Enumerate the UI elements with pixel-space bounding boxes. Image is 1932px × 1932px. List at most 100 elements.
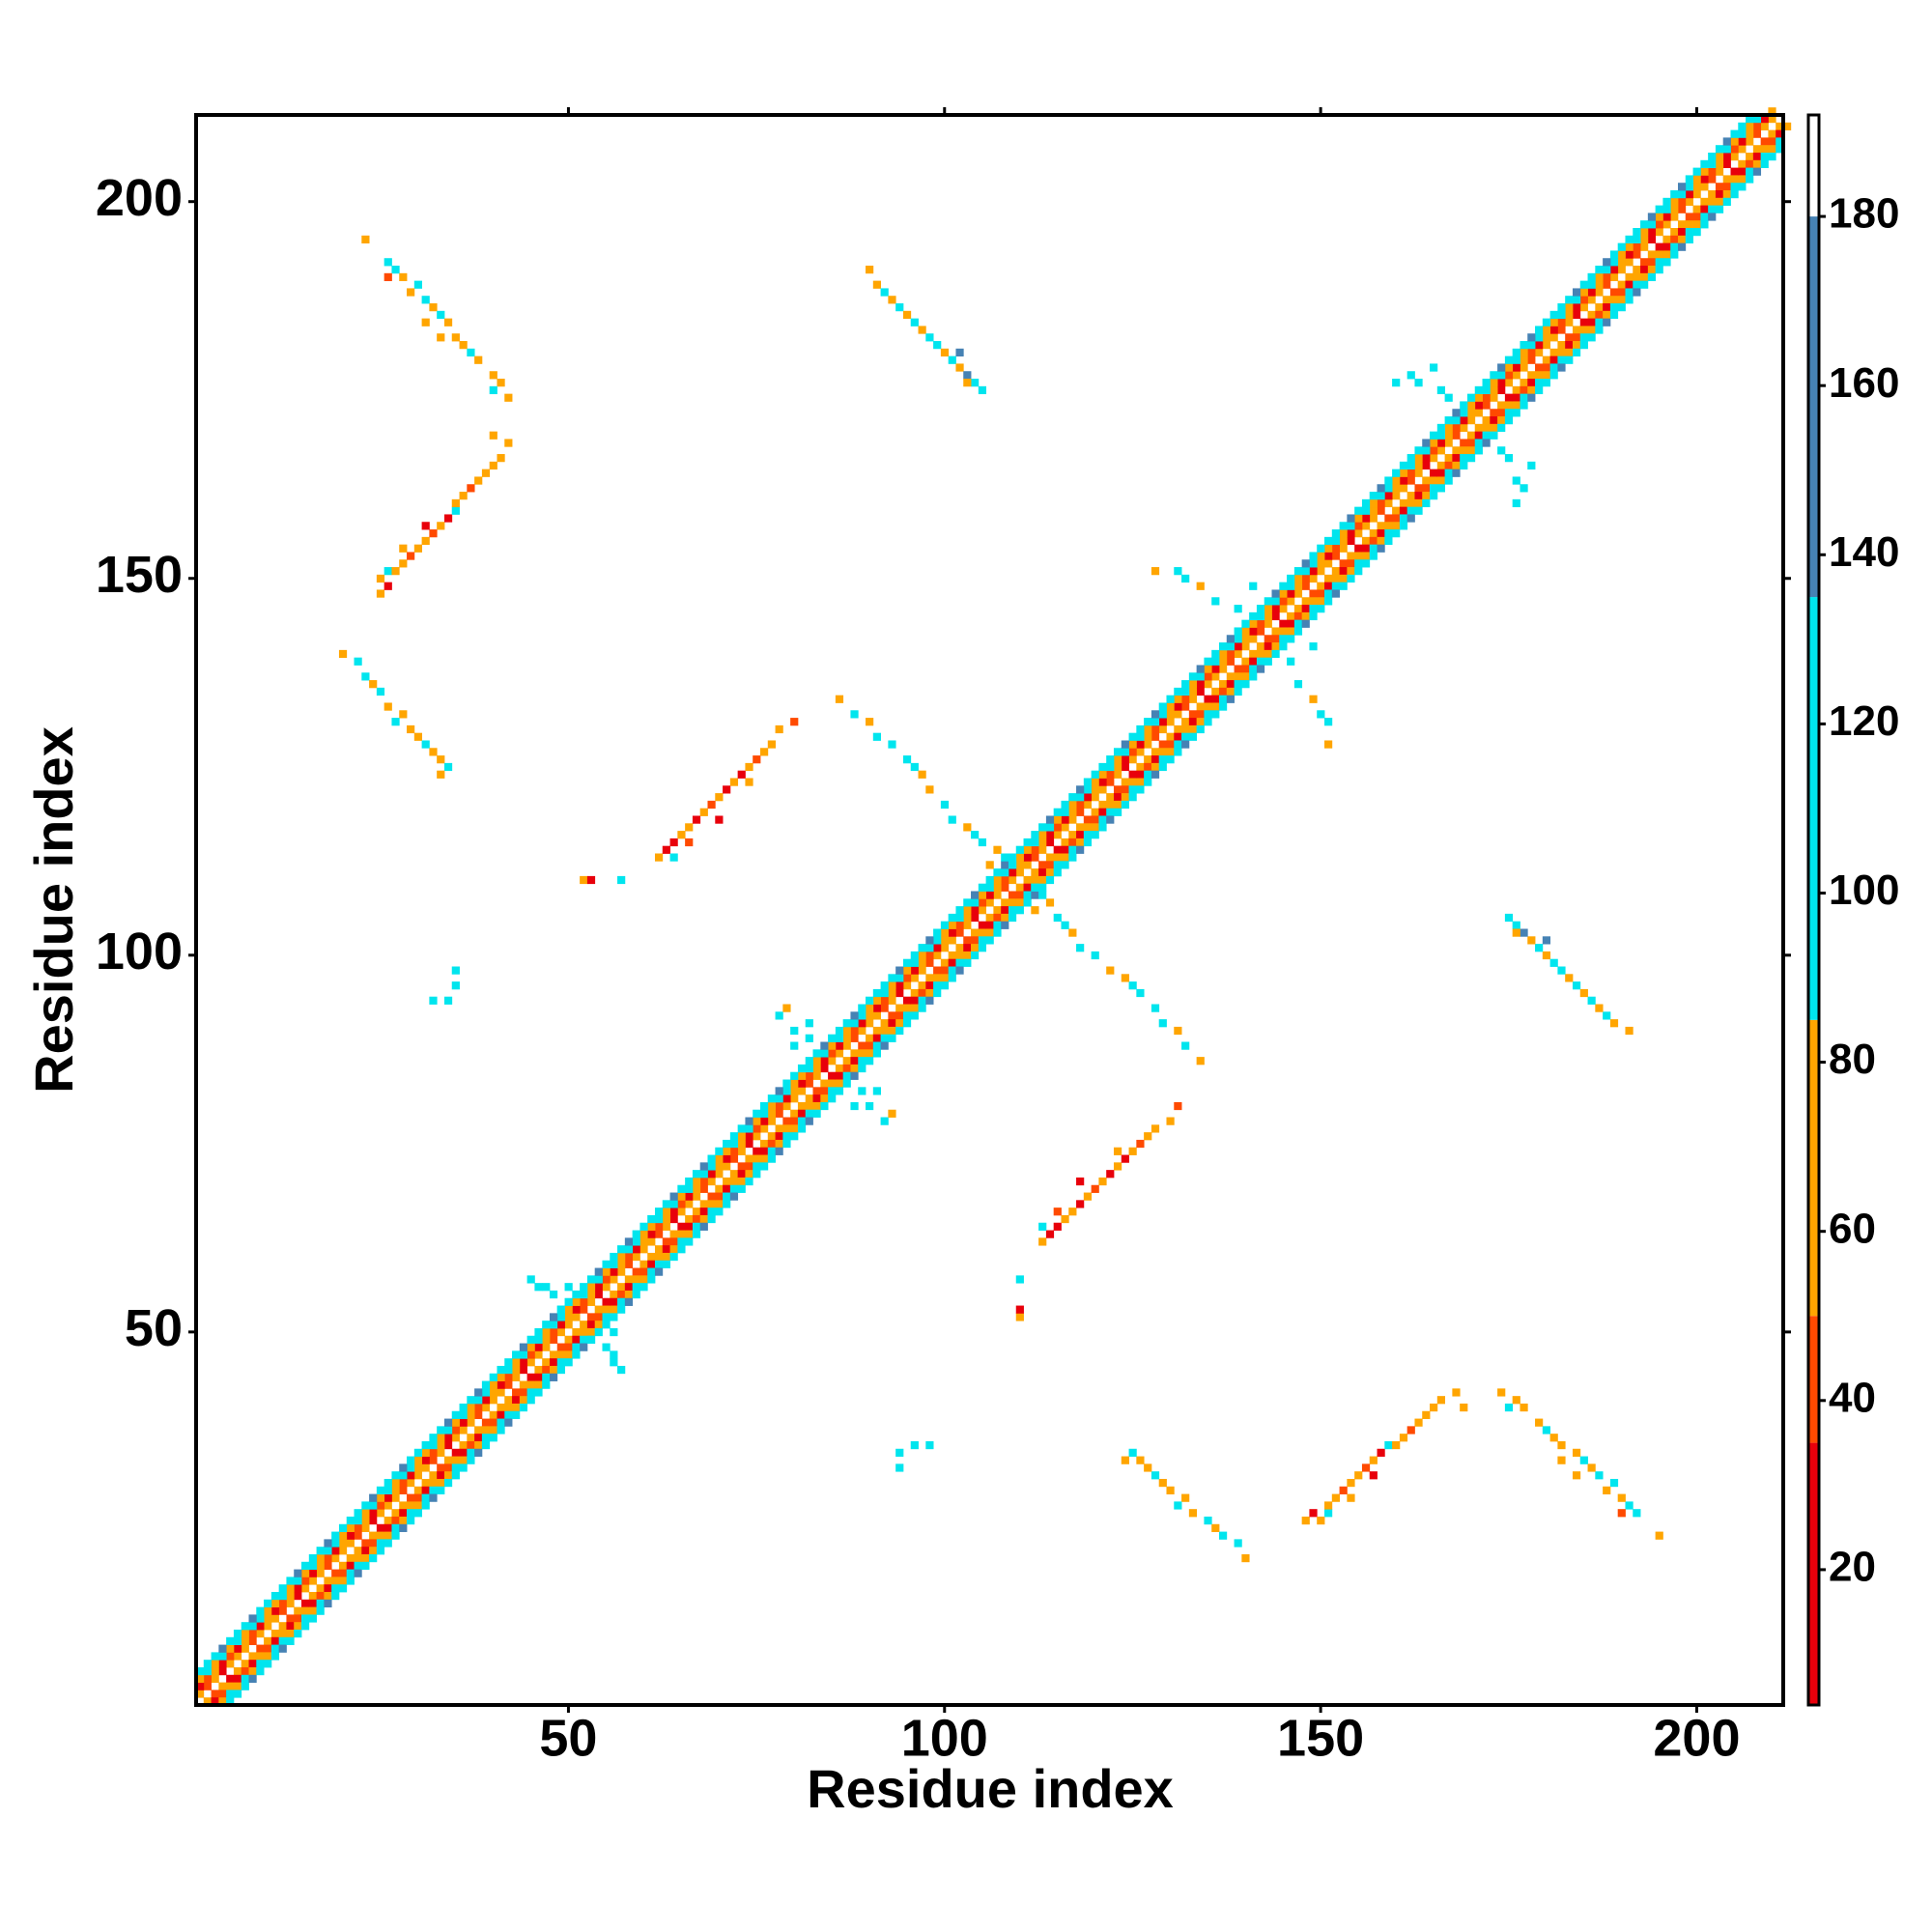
heatmap-cell xyxy=(1640,258,1649,267)
heatmap-cell xyxy=(797,1087,807,1095)
heatmap-cell xyxy=(1234,627,1242,636)
heatmap-cell xyxy=(1685,197,1693,207)
heatmap-cell xyxy=(407,724,415,734)
heatmap-cell xyxy=(384,1516,392,1525)
heatmap-cell xyxy=(940,936,950,945)
heatmap-cell xyxy=(1497,416,1506,425)
heatmap-cell xyxy=(413,1456,423,1464)
heatmap-cell xyxy=(971,379,980,387)
heatmap-cell xyxy=(467,1410,475,1419)
heatmap-cell xyxy=(1038,883,1047,892)
heatmap-cell xyxy=(1384,522,1393,530)
heatmap-cell xyxy=(1640,228,1649,237)
heatmap-cell xyxy=(504,393,513,402)
heatmap-cell xyxy=(481,1380,491,1389)
heatmap-cell xyxy=(564,1283,573,1292)
heatmap-cell xyxy=(429,1456,438,1464)
heatmap-cell xyxy=(556,1327,565,1337)
heatmap-cell xyxy=(1647,272,1657,282)
heatmap-cell xyxy=(1392,506,1401,515)
heatmap-cell xyxy=(481,1396,491,1405)
heatmap-cell xyxy=(1174,1501,1182,1510)
heatmap-cell xyxy=(429,1478,438,1488)
heatmap-cell xyxy=(1241,1553,1250,1563)
x-tick-label: 150 xyxy=(1277,1709,1364,1767)
heatmap-cell xyxy=(1722,145,1731,154)
heatmap-cell xyxy=(354,1509,362,1518)
heatmap-cell xyxy=(1008,868,1017,877)
heatmap-cell xyxy=(586,1321,596,1329)
heatmap-cell xyxy=(835,1026,844,1036)
heatmap-cell xyxy=(1662,205,1671,213)
heatmap-cell xyxy=(369,1501,378,1510)
heatmap-cell xyxy=(940,958,950,967)
heatmap-cell xyxy=(1474,393,1483,402)
heatmap-cell xyxy=(1617,242,1626,251)
heatmap-cell xyxy=(1061,823,1069,832)
heatmap-cell xyxy=(820,1079,829,1088)
heatmap-cell xyxy=(872,280,881,289)
heatmap-cell xyxy=(1625,1026,1634,1036)
heatmap-cell xyxy=(211,1690,219,1698)
heatmap-cell xyxy=(617,1283,626,1292)
heatmap-cell xyxy=(610,1275,618,1284)
heatmap-cell xyxy=(443,1434,453,1442)
heatmap-cell xyxy=(331,1569,340,1577)
heatmap-cell xyxy=(1535,348,1544,357)
heatmap-cell xyxy=(805,1071,813,1080)
heatmap-cell xyxy=(1527,385,1536,395)
heatmap-cell xyxy=(437,1434,445,1442)
heatmap-cell xyxy=(497,1426,505,1435)
heatmap-cell xyxy=(1031,891,1039,899)
heatmap-cell xyxy=(301,1599,310,1607)
heatmap-cell xyxy=(542,1380,551,1389)
heatmap-cell xyxy=(1760,115,1769,124)
heatmap-cell xyxy=(872,1049,881,1058)
heatmap-cell xyxy=(753,1170,761,1179)
heatmap-cell xyxy=(654,1208,664,1216)
heatmap-cell xyxy=(1128,778,1137,786)
heatmap-cell xyxy=(1256,657,1265,666)
heatmap-cell xyxy=(1617,280,1626,289)
heatmap-cell xyxy=(451,966,460,975)
heatmap-cell xyxy=(497,1410,505,1419)
heatmap-cell xyxy=(767,1117,776,1125)
heatmap-cell xyxy=(1609,250,1619,259)
heatmap-cell xyxy=(437,1440,445,1450)
heatmap-cell xyxy=(1715,153,1724,161)
heatmap-cell xyxy=(1226,642,1235,651)
heatmap-cell xyxy=(1444,461,1453,470)
heatmap-cell xyxy=(985,913,994,923)
heatmap-cell xyxy=(895,1011,904,1020)
heatmap-cell xyxy=(203,1666,212,1676)
heatmap-cell xyxy=(1399,1434,1408,1442)
heatmap-cell xyxy=(1324,1509,1333,1518)
heatmap-cell xyxy=(1181,1493,1190,1502)
heatmap-cell xyxy=(1444,476,1453,485)
heatmap-cell xyxy=(910,762,919,772)
heatmap-cell xyxy=(399,544,408,553)
heatmap-cell xyxy=(1369,492,1378,500)
heatmap-cell xyxy=(264,1644,272,1653)
heatmap-cell xyxy=(662,845,670,854)
heatmap-cell xyxy=(1497,423,1506,433)
heatmap-cell xyxy=(1490,379,1498,387)
heatmap-cell xyxy=(775,1109,783,1118)
heatmap-cell xyxy=(1324,536,1333,546)
heatmap-cell xyxy=(451,1448,460,1457)
heatmap-cell xyxy=(910,951,919,960)
heatmap-cell xyxy=(985,936,994,945)
heatmap-cell xyxy=(1715,183,1724,191)
heatmap-cell xyxy=(745,1170,753,1179)
heatmap-cell xyxy=(933,944,942,952)
heatmap-cell xyxy=(963,906,972,915)
heatmap-cell xyxy=(1655,228,1663,237)
heatmap-cell xyxy=(264,1599,272,1607)
heatmap-cell xyxy=(760,1109,769,1118)
heatmap-cell xyxy=(1392,469,1401,477)
heatmap-cell xyxy=(948,966,956,975)
heatmap-cell xyxy=(1188,680,1198,689)
heatmap-cell xyxy=(481,1403,491,1412)
heatmap-cell xyxy=(1106,1170,1115,1179)
heatmap-cell xyxy=(1542,326,1551,334)
